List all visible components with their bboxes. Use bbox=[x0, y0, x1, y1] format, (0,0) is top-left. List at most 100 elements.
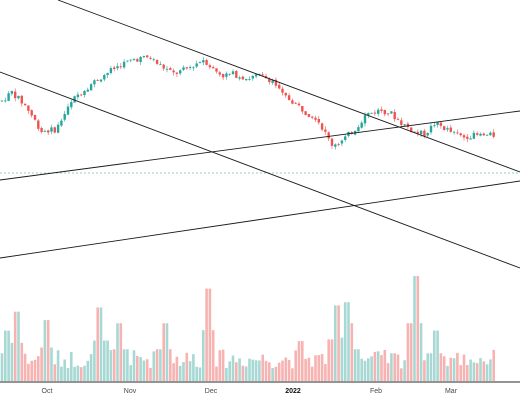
candle-body bbox=[146, 55, 149, 58]
candle-body bbox=[132, 59, 136, 61]
candle-body bbox=[149, 57, 152, 59]
volume-bar bbox=[142, 360, 146, 381]
volume-bar bbox=[109, 350, 113, 381]
candle-body bbox=[284, 92, 287, 96]
candle-body bbox=[416, 131, 419, 134]
volume-bar bbox=[317, 355, 321, 381]
volume-bar bbox=[357, 349, 360, 381]
volume-bar bbox=[182, 362, 185, 381]
candle-body bbox=[106, 73, 109, 75]
volume-bar bbox=[277, 362, 281, 381]
volume-bar bbox=[268, 362, 271, 381]
candle-body bbox=[0, 100, 4, 102]
volume-bar bbox=[347, 302, 350, 381]
volume-bar bbox=[343, 302, 347, 381]
candle-body bbox=[225, 73, 228, 77]
candle-body bbox=[116, 66, 119, 69]
volume-bar bbox=[46, 320, 50, 381]
volume-bar bbox=[27, 363, 30, 381]
candle-body bbox=[449, 127, 452, 132]
candle-body bbox=[66, 106, 70, 115]
candle-body bbox=[208, 65, 212, 68]
candle-body bbox=[492, 132, 495, 137]
candle-body bbox=[485, 134, 489, 136]
candle-body bbox=[403, 124, 406, 126]
volume-bar bbox=[205, 288, 208, 381]
volume-bar bbox=[291, 368, 294, 381]
candle-body bbox=[396, 119, 400, 121]
candle-body bbox=[459, 133, 462, 136]
candle-body bbox=[367, 112, 370, 116]
volume-bar bbox=[396, 354, 400, 381]
volume-bar bbox=[419, 323, 423, 381]
candle-body bbox=[274, 79, 278, 86]
candle-body bbox=[472, 132, 476, 139]
candle-body bbox=[479, 133, 482, 136]
volume-bar bbox=[241, 365, 245, 381]
candle-body bbox=[426, 132, 429, 136]
candle-body bbox=[261, 74, 264, 76]
volume-bar bbox=[271, 368, 274, 381]
candle-body bbox=[113, 67, 116, 70]
volume-bar bbox=[20, 342, 24, 381]
candle-body bbox=[317, 118, 320, 123]
volume-bar bbox=[228, 361, 231, 381]
volume-bar bbox=[334, 305, 337, 381]
trendline-middle-descending bbox=[0, 71, 520, 269]
volume-bar bbox=[452, 358, 456, 381]
volume-bar bbox=[264, 360, 268, 381]
volume-bar bbox=[324, 364, 327, 381]
candle-body bbox=[383, 110, 386, 115]
candle-body bbox=[423, 130, 426, 137]
volume-bar bbox=[310, 366, 314, 381]
volume-bar bbox=[376, 351, 380, 381]
candle-body bbox=[439, 122, 443, 126]
volume-bar bbox=[433, 330, 436, 381]
candle-body bbox=[406, 123, 410, 128]
candle-body bbox=[238, 77, 241, 79]
candle-body bbox=[165, 68, 169, 70]
candle-body bbox=[179, 70, 182, 74]
volume-bar bbox=[136, 355, 139, 381]
candle-body bbox=[7, 93, 10, 101]
candle-body bbox=[294, 102, 297, 104]
volume-bar bbox=[208, 288, 212, 381]
volume-bar bbox=[281, 360, 284, 381]
candle-body bbox=[241, 76, 245, 80]
volume-bar bbox=[475, 363, 479, 381]
x-tick-label: Mar bbox=[445, 388, 458, 395]
volume-bar bbox=[406, 323, 410, 381]
candle-body bbox=[370, 112, 373, 114]
volume-bar bbox=[139, 357, 142, 381]
trendline-upper-ascending bbox=[0, 110, 520, 181]
candle-body bbox=[278, 84, 281, 89]
candle-body bbox=[373, 112, 377, 114]
volume-bar bbox=[218, 350, 222, 381]
volume-bar bbox=[50, 347, 53, 381]
volume-bar bbox=[13, 311, 17, 381]
volume-bar bbox=[70, 351, 73, 381]
volume-bar bbox=[254, 360, 258, 381]
volume-bar bbox=[63, 359, 66, 381]
volume-bar bbox=[330, 339, 334, 381]
volume-bar bbox=[314, 355, 317, 381]
volume-bar bbox=[307, 357, 311, 381]
volume-bar bbox=[53, 364, 57, 381]
candle-body bbox=[320, 123, 324, 130]
volume-bar bbox=[93, 340, 96, 381]
volume-bar bbox=[284, 357, 288, 381]
volume-bar bbox=[446, 365, 449, 381]
candle-body bbox=[202, 60, 205, 63]
candle-body bbox=[60, 120, 63, 126]
volume-bar bbox=[10, 342, 14, 381]
volume-bar bbox=[304, 359, 307, 381]
volume-bar bbox=[73, 366, 76, 381]
volume-bar bbox=[350, 323, 354, 381]
candle-body bbox=[334, 144, 337, 147]
volume-bar bbox=[363, 360, 367, 381]
candle-body bbox=[344, 136, 347, 140]
candle-body bbox=[198, 62, 202, 63]
volume-bar bbox=[175, 356, 179, 381]
volume-bar bbox=[221, 349, 225, 381]
candle-body bbox=[155, 60, 159, 64]
